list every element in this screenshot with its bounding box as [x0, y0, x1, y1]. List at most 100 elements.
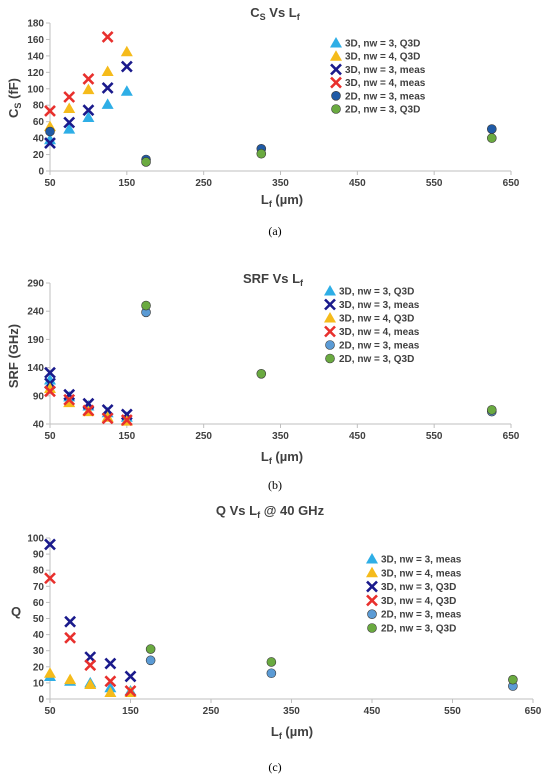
- q-x-tick-label: 50: [44, 706, 56, 717]
- srf-y-tick-label: 90: [33, 391, 45, 402]
- srf-y-tick-label: 40: [33, 420, 45, 431]
- q-data-point: [64, 615, 77, 628]
- cs-data-point: [120, 85, 133, 96]
- srf-y-tick-label: 240: [27, 307, 44, 318]
- q-data-point: [44, 667, 56, 678]
- q-x-tick-label: 650: [525, 706, 542, 717]
- chart-cs: CS Vs Lf Lf (µm) CS (fF) 50 150 250 350 450 5…: [0, 0, 550, 230]
- cs-legend-label: 2D, nw = 3, Q3D: [345, 105, 420, 116]
- q-legend-marker: [366, 580, 378, 593]
- chart-srf-svg: SRF Vs Lf Lf (µm) SRF (GHz) 50 150 250 350 4…: [6, 271, 520, 466]
- cs-data-point: [63, 116, 76, 129]
- srf-legend-marker: [324, 285, 336, 296]
- q-legend-label: 2D, nw = 3, meas: [381, 610, 462, 621]
- cs-data-point: [486, 133, 497, 143]
- srf-x-tick-label: 50: [44, 431, 56, 442]
- cs-y-tick-label: 120: [27, 68, 44, 79]
- cs-y-tick-label: 180: [27, 19, 44, 30]
- q-data-point: [104, 657, 117, 670]
- srf-y-tick-label: 190: [27, 335, 44, 346]
- srf-data-point: [141, 300, 151, 311]
- chart-srf-ylabel: SRF (GHz): [6, 324, 21, 388]
- chart-cs-title: CS Vs Lf: [250, 5, 300, 22]
- srf-data-point: [256, 369, 267, 379]
- q-y-tick-label: 60: [33, 598, 45, 609]
- cs-x-tick-label: 150: [118, 178, 135, 189]
- cs-series-5: [141, 133, 497, 167]
- q-data-point: [84, 678, 97, 690]
- q-data-point: [84, 659, 97, 672]
- cs-legend-marker: [330, 37, 342, 48]
- srf-legend-marker: [325, 340, 335, 350]
- cs-x-tick-label: 350: [272, 178, 289, 189]
- cs-x-tick-label: 650: [503, 178, 520, 189]
- chart-srf: SRF Vs Lf Lf (µm) SRF (GHz) 50 150 250 350 4…: [0, 258, 550, 483]
- cs-legend-label: 3D, nw = 3, Q3D: [345, 39, 420, 50]
- srf-legend-marker: [325, 353, 335, 364]
- cs-x-tick-label: 250: [195, 178, 212, 189]
- cs-y-tick-label: 100: [27, 84, 44, 95]
- cs-data-point: [63, 123, 76, 134]
- cs-legend: 3D, nw = 3, Q3D 3D, nw = 4, Q3D 3D, nw = 3…: [330, 37, 426, 116]
- q-y-tick-label: 80: [33, 566, 45, 577]
- srf-data-point: [44, 382, 56, 393]
- cs-y-tick-label: 20: [33, 150, 45, 161]
- q-series-3: [44, 572, 137, 697]
- q-legend: 3D, nw = 3, meas 3D, nw = 4, meas 3D, nw =…: [366, 553, 462, 635]
- srf-x-tick-label: 350: [272, 431, 289, 442]
- srf-legend-marker: [324, 312, 336, 323]
- srf-legend-label: 3D, nw = 4, meas: [339, 327, 420, 338]
- srf-legend: 3D, nw = 3, Q3D 3D, nw = 3, meas 3D, nw = …: [324, 285, 420, 365]
- cs-data-point: [120, 45, 133, 57]
- q-y-tick-label: 40: [33, 630, 45, 641]
- cs-axes: 50 150 250 350 450 550 650 0 20 40 60 80 100 120 140 16…: [27, 19, 519, 190]
- cs-y-tick-label: 140: [27, 51, 44, 62]
- srf-data-point: [101, 411, 114, 422]
- q-legend-marker: [367, 609, 377, 619]
- srf-legend-label: 2D, nw = 3, Q3D: [339, 354, 414, 365]
- cs-data-point: [44, 105, 56, 117]
- cs-data-point: [101, 98, 114, 109]
- srf-x-tick-label: 150: [118, 431, 135, 442]
- chart-q-title: Q Vs Lf @ 40 GHz: [216, 503, 325, 520]
- chart-q: Q Vs Lf @ 40 GHz Lf (µm) Q 50 150 250 350 45…: [0, 500, 550, 740]
- srf-series-5: [141, 300, 497, 415]
- q-y-tick-label: 90: [33, 550, 45, 561]
- cs-data-point: [44, 137, 56, 149]
- q-series-5: [145, 644, 518, 685]
- q-data-point: [64, 631, 77, 644]
- chart-q-svg: Q Vs Lf @ 40 GHz Lf (µm) Q 50 150 250 350 45…: [11, 503, 542, 740]
- srf-x-tick-label: 650: [503, 431, 520, 442]
- cs-y-tick-label: 80: [33, 101, 45, 112]
- q-x-tick-label: 450: [364, 706, 381, 717]
- q-data-point: [104, 675, 117, 688]
- srf-data-point: [120, 414, 133, 426]
- caption-a: (a): [268, 224, 282, 238]
- cs-legend-label: 3D, nw = 4, meas: [345, 78, 426, 89]
- cs-legend-marker: [330, 50, 342, 61]
- chart-srf-title: SRF Vs Lf: [243, 271, 304, 288]
- q-series-2: [44, 538, 137, 683]
- q-data-point: [145, 644, 156, 654]
- cs-y-tick-label: 40: [33, 134, 45, 145]
- srf-axes: 50 150 250 350 450 550 650 40 90 140 190 240 290: [27, 279, 519, 443]
- cs-x-tick-label: 550: [426, 178, 443, 189]
- q-data-point: [145, 655, 156, 666]
- cs-data-point: [486, 124, 497, 134]
- cs-series-3: [44, 31, 114, 117]
- q-y-tick-label: 10: [33, 678, 45, 689]
- srf-data-point: [82, 404, 95, 417]
- chart-cs-xlabel: Lf (µm): [261, 192, 303, 209]
- cs-legend-marker: [330, 63, 342, 76]
- srf-x-tick-label: 550: [426, 431, 443, 442]
- cs-data-point: [141, 157, 151, 167]
- q-data-point: [508, 674, 518, 685]
- cs-data-point: [63, 102, 76, 114]
- cs-data-point: [101, 65, 114, 77]
- cs-data-point: [82, 111, 95, 123]
- q-y-tick-label: 70: [33, 582, 45, 593]
- cs-data-point: [82, 72, 95, 85]
- q-legend-label: 2D, nw = 3, Q3D: [381, 624, 456, 635]
- q-data-point: [124, 685, 137, 697]
- srf-data-point: [44, 385, 56, 398]
